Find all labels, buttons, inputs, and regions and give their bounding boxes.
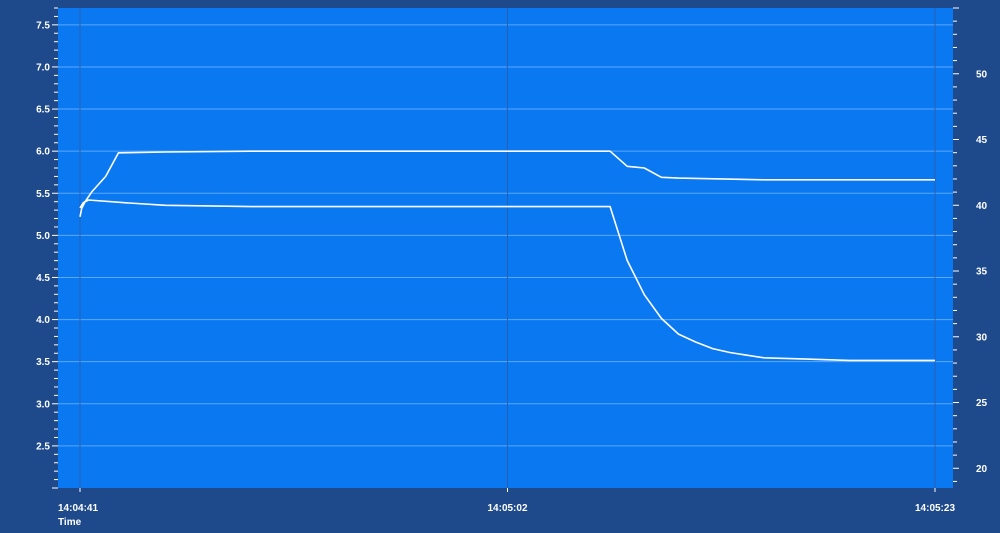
left-tick-label: 3.5	[36, 357, 50, 368]
left-tick-label: 6.0	[36, 147, 50, 158]
left-tick-label: 4.5	[36, 273, 50, 284]
left-tick-label: 6.5	[36, 105, 50, 116]
right-tick-label: 25	[976, 398, 988, 409]
x-axis-tick-labels: 14:04:41 14:05:02 14:05:23	[58, 488, 955, 514]
plot-area	[58, 8, 953, 488]
left-tick-label: 2.5	[36, 441, 50, 452]
left-tick-label: 5.5	[36, 189, 50, 200]
left-tick-label: 5.0	[36, 231, 50, 242]
x-tick-label: 14:05:02	[487, 503, 527, 514]
right-tick-label: 30	[976, 332, 988, 343]
right-tick-label: 35	[976, 267, 988, 278]
left-tick-label: 4.0	[36, 315, 50, 326]
x-tick-label: 14:04:41	[58, 503, 98, 514]
left-tick-label: 7.0	[36, 62, 50, 73]
left-tick-label: 3.0	[36, 399, 50, 410]
right-axis-tick-labels: 20 25 30 35 40 45 50	[976, 69, 988, 475]
series-line-2	[79, 199, 935, 362]
x-axis-title: Time	[58, 517, 82, 528]
right-tick-label: 40	[976, 201, 988, 212]
series-line-1	[79, 150, 935, 217]
x-tick-label: 14:05:23	[915, 503, 955, 514]
series-lines	[79, 150, 935, 362]
left-minor-ticks	[52, 7, 58, 489]
right-tick-label: 45	[976, 135, 988, 146]
right-minor-ticks	[953, 7, 959, 482]
left-tick-label: 7.5	[36, 20, 50, 31]
right-tick-label: 50	[976, 69, 988, 80]
right-tick-label: 20	[976, 464, 988, 475]
left-axis-tick-labels: 2.5 3.0 3.5 4.0 4.5 5.0 5.5 6.0 6.5 7.0 7.5	[36, 20, 50, 452]
